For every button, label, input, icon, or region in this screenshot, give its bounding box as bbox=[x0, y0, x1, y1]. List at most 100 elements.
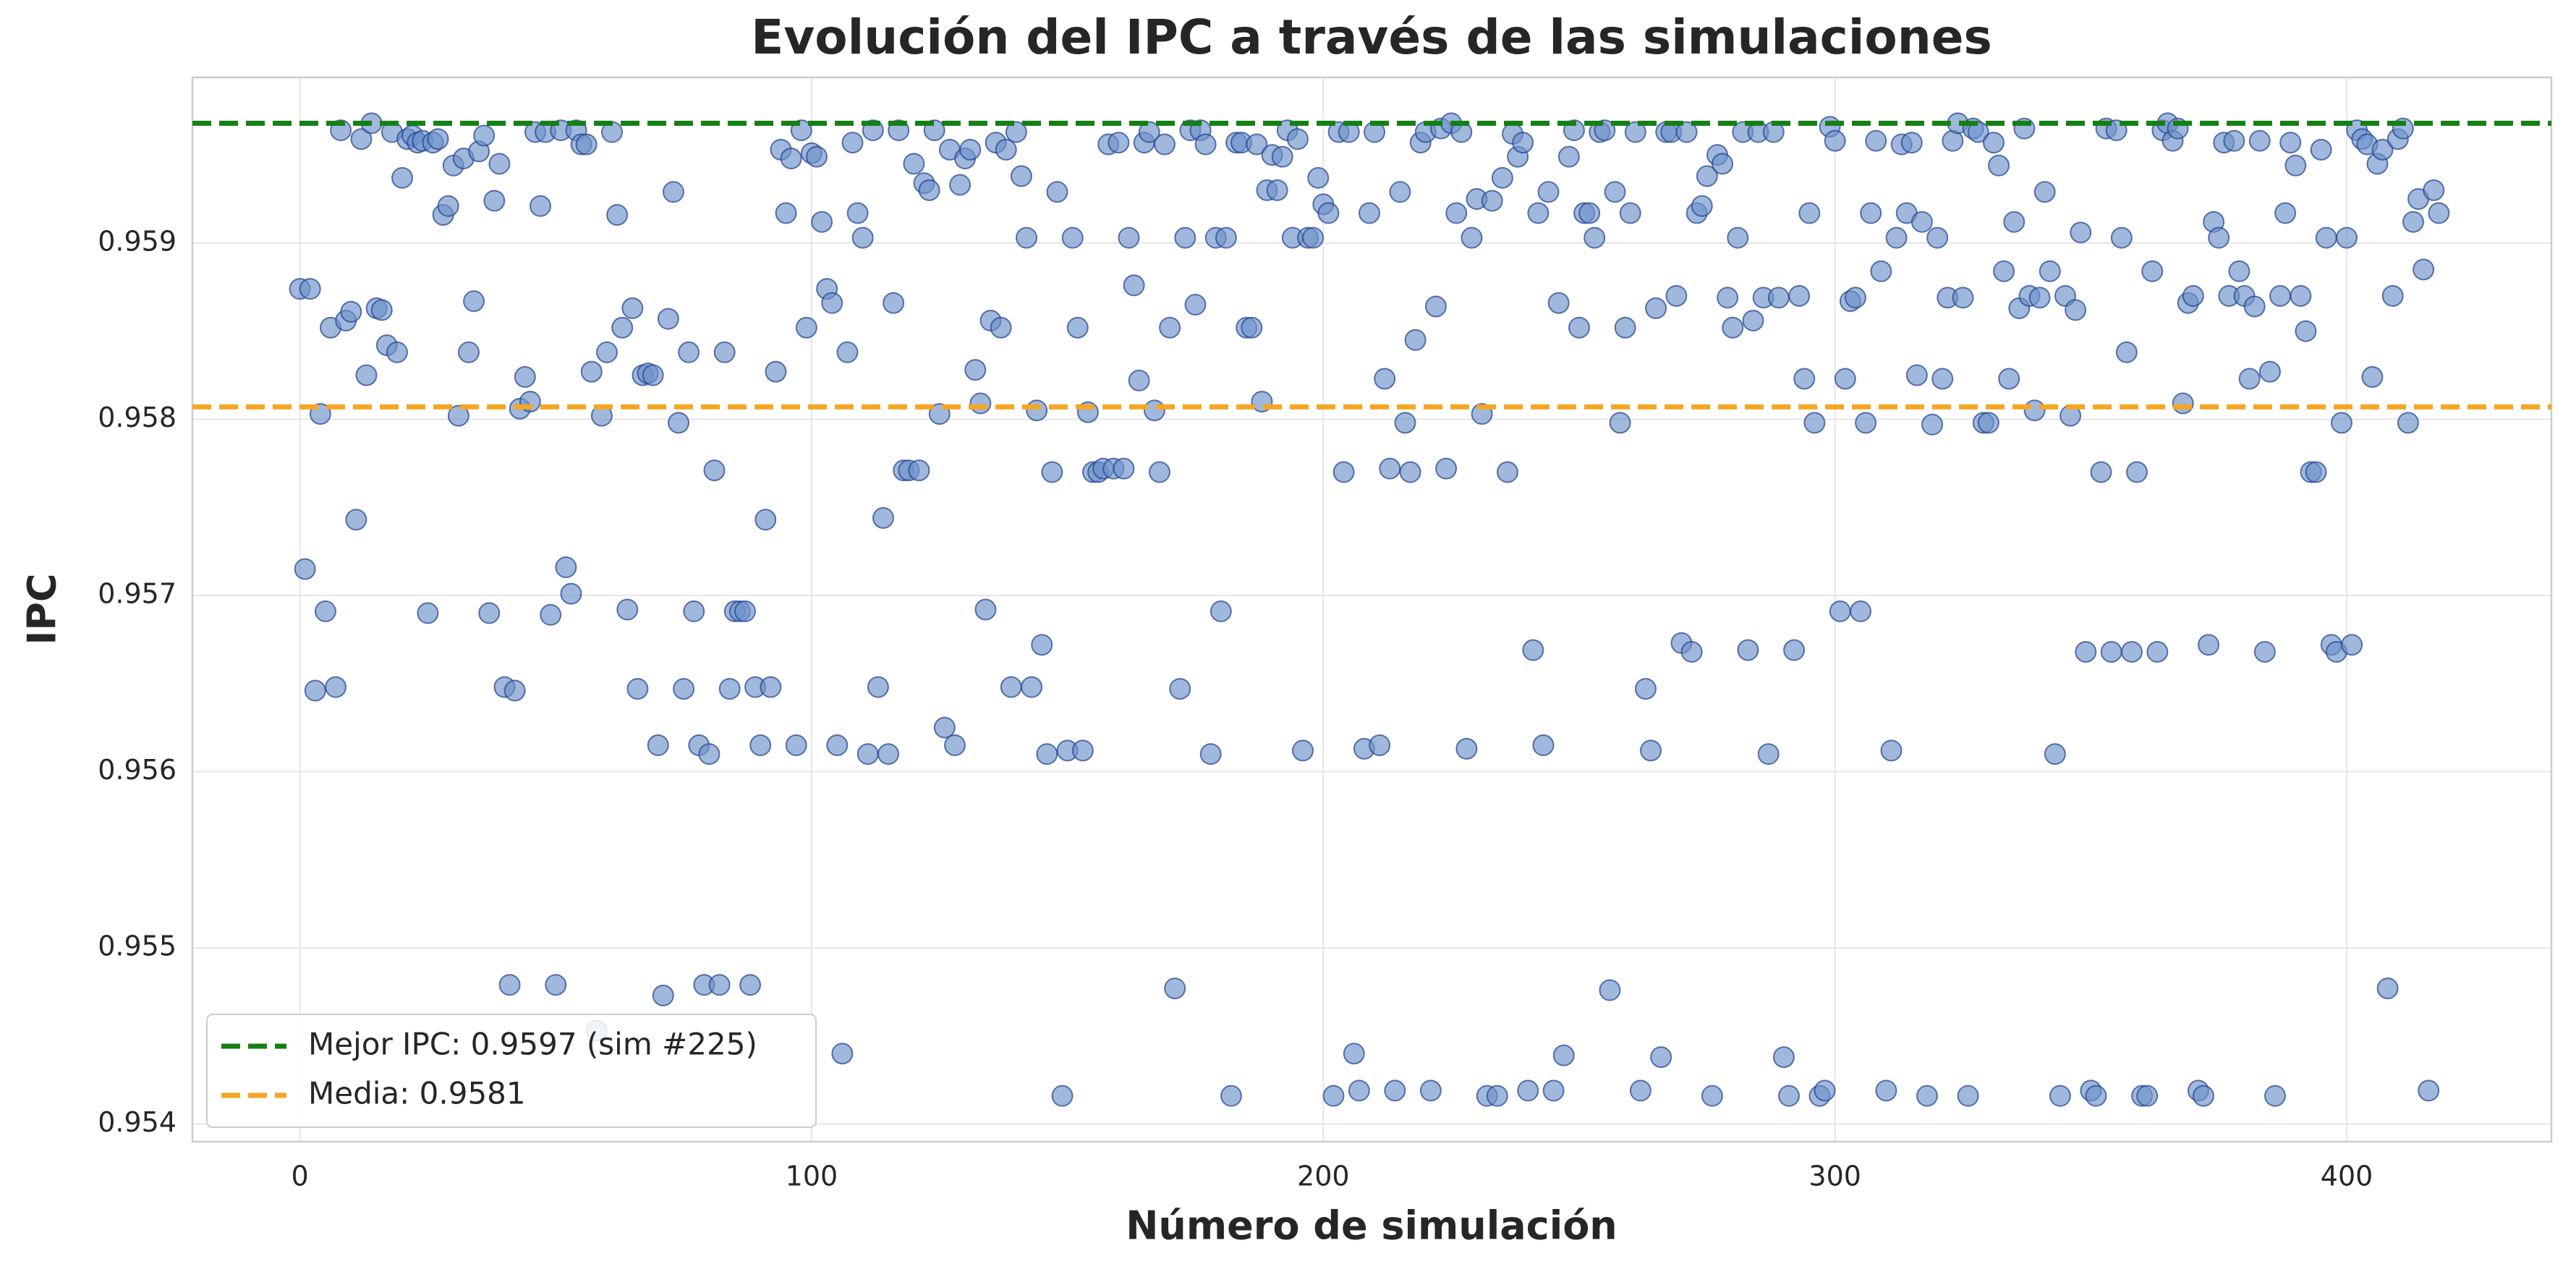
data-point bbox=[2423, 179, 2445, 201]
data-point bbox=[1717, 287, 1739, 309]
data-point bbox=[1424, 295, 1447, 318]
data-point bbox=[1645, 297, 1667, 320]
data-point bbox=[514, 366, 536, 389]
data-point bbox=[2039, 260, 2061, 282]
data-point bbox=[1051, 1085, 1074, 1107]
data-point bbox=[1665, 284, 1688, 307]
data-point bbox=[1870, 260, 1892, 282]
data-point bbox=[1865, 130, 1887, 152]
data-point bbox=[1266, 179, 1288, 201]
data-point bbox=[1599, 979, 1621, 1001]
data-point bbox=[2028, 287, 2051, 309]
data-point bbox=[662, 181, 684, 203]
data-point bbox=[1154, 133, 1176, 156]
data-point bbox=[2065, 299, 2087, 321]
data-point bbox=[642, 364, 664, 386]
data-point bbox=[760, 676, 782, 698]
data-point bbox=[872, 506, 894, 529]
data-point bbox=[734, 600, 756, 622]
data-point bbox=[1194, 133, 1217, 156]
data-point bbox=[1993, 260, 2015, 282]
legend-label: Media: 0.9581 bbox=[308, 1076, 526, 1111]
data-point bbox=[908, 459, 930, 482]
data-point bbox=[2279, 132, 2302, 154]
data-point bbox=[2120, 640, 2143, 663]
data-point bbox=[826, 734, 849, 757]
data-point bbox=[1174, 226, 1196, 249]
data-point bbox=[765, 360, 787, 383]
data-point bbox=[1455, 737, 1478, 760]
data-point bbox=[683, 600, 705, 622]
data-point bbox=[391, 166, 414, 189]
data-point bbox=[2418, 1079, 2440, 1102]
data-point bbox=[1491, 166, 1513, 189]
data-point bbox=[2049, 1085, 2071, 1107]
data-point bbox=[616, 598, 639, 621]
data-point bbox=[846, 202, 869, 224]
y-tick-label: 0.959 bbox=[98, 225, 177, 257]
data-point bbox=[1850, 600, 1872, 622]
data-point bbox=[1640, 739, 1662, 762]
data-point bbox=[2228, 260, 2250, 282]
data-point bbox=[483, 190, 506, 212]
data-point bbox=[2126, 461, 2148, 483]
data-point bbox=[2075, 640, 2097, 663]
data-point bbox=[785, 734, 807, 757]
data-point bbox=[1220, 1085, 1242, 1107]
x-tick-label: 200 bbox=[1297, 1161, 1350, 1192]
data-point bbox=[652, 984, 674, 1006]
data-point bbox=[805, 145, 828, 168]
data-point bbox=[2315, 226, 2337, 249]
data-point bbox=[1552, 1044, 1575, 1066]
data-point bbox=[1875, 1079, 1897, 1102]
data-point bbox=[1317, 202, 1340, 224]
data-point bbox=[1783, 639, 1806, 661]
data-point bbox=[1000, 676, 1022, 698]
data-point bbox=[560, 582, 582, 605]
data-point bbox=[1286, 128, 1309, 150]
data-point bbox=[1778, 1085, 1801, 1107]
data-point bbox=[995, 138, 1017, 161]
legend: Mejor IPC: 0.9597 (sim #225) Media: 0.958… bbox=[206, 1014, 817, 1128]
data-point bbox=[1952, 287, 1974, 309]
data-point bbox=[795, 316, 817, 339]
data-point bbox=[1982, 132, 2005, 154]
data-point bbox=[1880, 739, 1903, 762]
data-point bbox=[1343, 1043, 1365, 1065]
x-tick-label: 100 bbox=[786, 1161, 838, 1192]
data-point bbox=[1860, 202, 1882, 224]
data-point bbox=[949, 174, 972, 196]
data-point bbox=[678, 341, 700, 363]
data-point bbox=[299, 278, 321, 300]
data-point bbox=[1793, 368, 1816, 390]
data-point bbox=[555, 556, 577, 579]
data-point bbox=[1844, 287, 1866, 309]
data-point bbox=[1041, 461, 1063, 483]
data-point bbox=[314, 600, 336, 622]
data-point bbox=[1675, 121, 1698, 143]
data-point bbox=[304, 679, 326, 702]
data-point bbox=[1128, 369, 1150, 391]
data-point bbox=[1742, 310, 1764, 332]
data-point bbox=[1557, 145, 1580, 168]
data-point bbox=[856, 743, 879, 765]
data-point bbox=[1496, 461, 1518, 483]
data-point bbox=[1578, 202, 1601, 224]
data-point bbox=[780, 148, 802, 170]
data-point bbox=[595, 341, 618, 363]
data-point bbox=[1542, 1079, 1565, 1102]
data-point bbox=[530, 195, 552, 217]
data-point bbox=[1118, 226, 1140, 249]
data-point bbox=[903, 153, 925, 175]
data-point bbox=[2269, 284, 2292, 307]
data-point bbox=[964, 359, 987, 381]
data-point bbox=[575, 133, 598, 156]
data-point bbox=[1026, 399, 1048, 422]
data-point bbox=[2341, 634, 2363, 656]
data-point bbox=[708, 974, 731, 996]
data-point bbox=[1143, 399, 1165, 422]
data-point bbox=[621, 297, 644, 320]
data-point bbox=[498, 974, 521, 996]
data-point bbox=[1066, 316, 1089, 339]
data-point bbox=[1374, 368, 1396, 390]
